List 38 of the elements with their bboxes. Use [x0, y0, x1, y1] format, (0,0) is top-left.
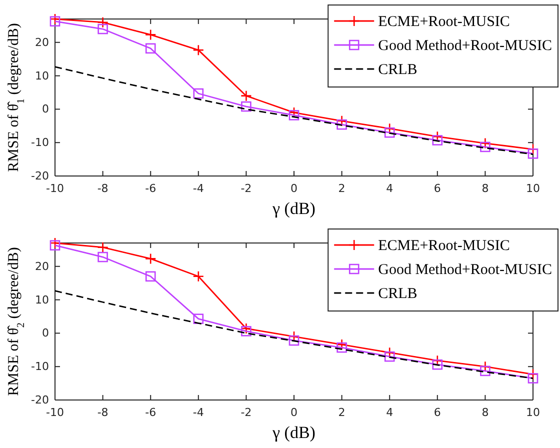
legend-label: Good Method+Root-MUSIC — [378, 262, 552, 278]
x-tick-label: 2 — [338, 406, 346, 419]
y-tick-label: 20 — [35, 36, 49, 49]
x-tick-label: -4 — [192, 182, 204, 195]
x-tick-label: 4 — [386, 182, 394, 195]
legend-label: CRLB — [378, 286, 418, 302]
y-tick-label: 0 — [42, 326, 49, 340]
x-tick-label: -2 — [240, 406, 252, 419]
legend-label: ECME+Root-MUSIC — [378, 14, 510, 30]
legend-label: CRLB — [378, 62, 418, 78]
y-tick-label: 0 — [42, 102, 49, 116]
x-tick-label: -8 — [97, 406, 108, 419]
x-tick-label: -2 — [240, 182, 252, 195]
x-tick-label: 2 — [338, 182, 346, 195]
x-tick-label: -4 — [192, 406, 204, 419]
x-axis-title: γ (dB) — [272, 199, 316, 218]
x-tick-label: 0 — [290, 182, 298, 195]
x-tick-label: 0 — [290, 406, 298, 419]
y-tick-label: -20 — [31, 394, 49, 407]
y-tick-label: -10 — [31, 360, 49, 374]
x-tick-label: -6 — [145, 406, 156, 419]
x-tick-label: 10 — [526, 406, 540, 419]
x-tick-label: 4 — [386, 406, 394, 419]
y-tick-label: 20 — [35, 260, 49, 273]
legend-label: ECME+Root-MUSIC — [378, 238, 510, 254]
y-tick-label: -20 — [31, 170, 49, 183]
x-tick-label: 8 — [482, 406, 489, 419]
x-tick-label: 10 — [526, 182, 540, 195]
legend-label: Good Method+Root-MUSIC — [378, 38, 552, 54]
x-tick-label: -6 — [145, 182, 156, 195]
y-tick-label: 10 — [35, 293, 49, 306]
x-tick-label: 6 — [434, 406, 441, 419]
x-tick-label: 8 — [482, 182, 489, 195]
x-tick-label: 6 — [434, 182, 441, 195]
y-tick-label: -10 — [31, 136, 49, 150]
x-tick-label: -8 — [97, 182, 108, 195]
y-tick-label: 10 — [35, 69, 49, 82]
x-axis-title: γ (dB) — [272, 423, 316, 442]
